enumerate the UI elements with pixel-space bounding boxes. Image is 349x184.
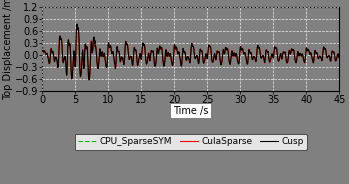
Line: CulaSparse: CulaSparse: [42, 24, 339, 80]
CulaSparse: [87, 79, 91, 81]
Cusp: [148, 59, 152, 62]
CulaSparse: [89, 41, 93, 43]
CPU_SparseSYM: [40, 49, 44, 52]
Cusp: [286, 59, 290, 62]
Cusp: [40, 49, 44, 52]
CulaSparse: [286, 59, 290, 61]
CulaSparse: [337, 56, 341, 58]
CPU_SparseSYM: [148, 59, 152, 62]
Y-axis label: Top Displacement /m: Top Displacement /m: [3, 0, 14, 100]
Cusp: [89, 41, 93, 44]
CulaSparse: [65, 55, 69, 58]
CPU_SparseSYM: [203, 57, 207, 59]
CulaSparse: [75, 23, 79, 25]
Cusp: [337, 56, 341, 58]
Line: CPU_SparseSYM: CPU_SparseSYM: [42, 24, 339, 80]
Cusp: [75, 23, 79, 25]
X-axis label: Time /s: Time /s: [173, 106, 209, 116]
CPU_SparseSYM: [337, 56, 341, 58]
Legend: CPU_SparseSYM, CulaSparse, Cusp: CPU_SparseSYM, CulaSparse, Cusp: [75, 134, 307, 150]
CPU_SparseSYM: [87, 79, 91, 81]
Cusp: [65, 56, 69, 58]
CPU_SparseSYM: [65, 56, 69, 58]
CulaSparse: [148, 60, 152, 62]
Cusp: [87, 79, 91, 81]
Cusp: [195, 57, 200, 59]
CulaSparse: [203, 57, 207, 60]
CPU_SparseSYM: [195, 56, 200, 59]
CPU_SparseSYM: [75, 23, 79, 26]
CPU_SparseSYM: [286, 59, 290, 61]
CPU_SparseSYM: [89, 41, 93, 43]
Line: Cusp: Cusp: [42, 24, 339, 80]
Cusp: [203, 57, 207, 59]
CulaSparse: [40, 49, 44, 51]
CulaSparse: [195, 56, 200, 59]
